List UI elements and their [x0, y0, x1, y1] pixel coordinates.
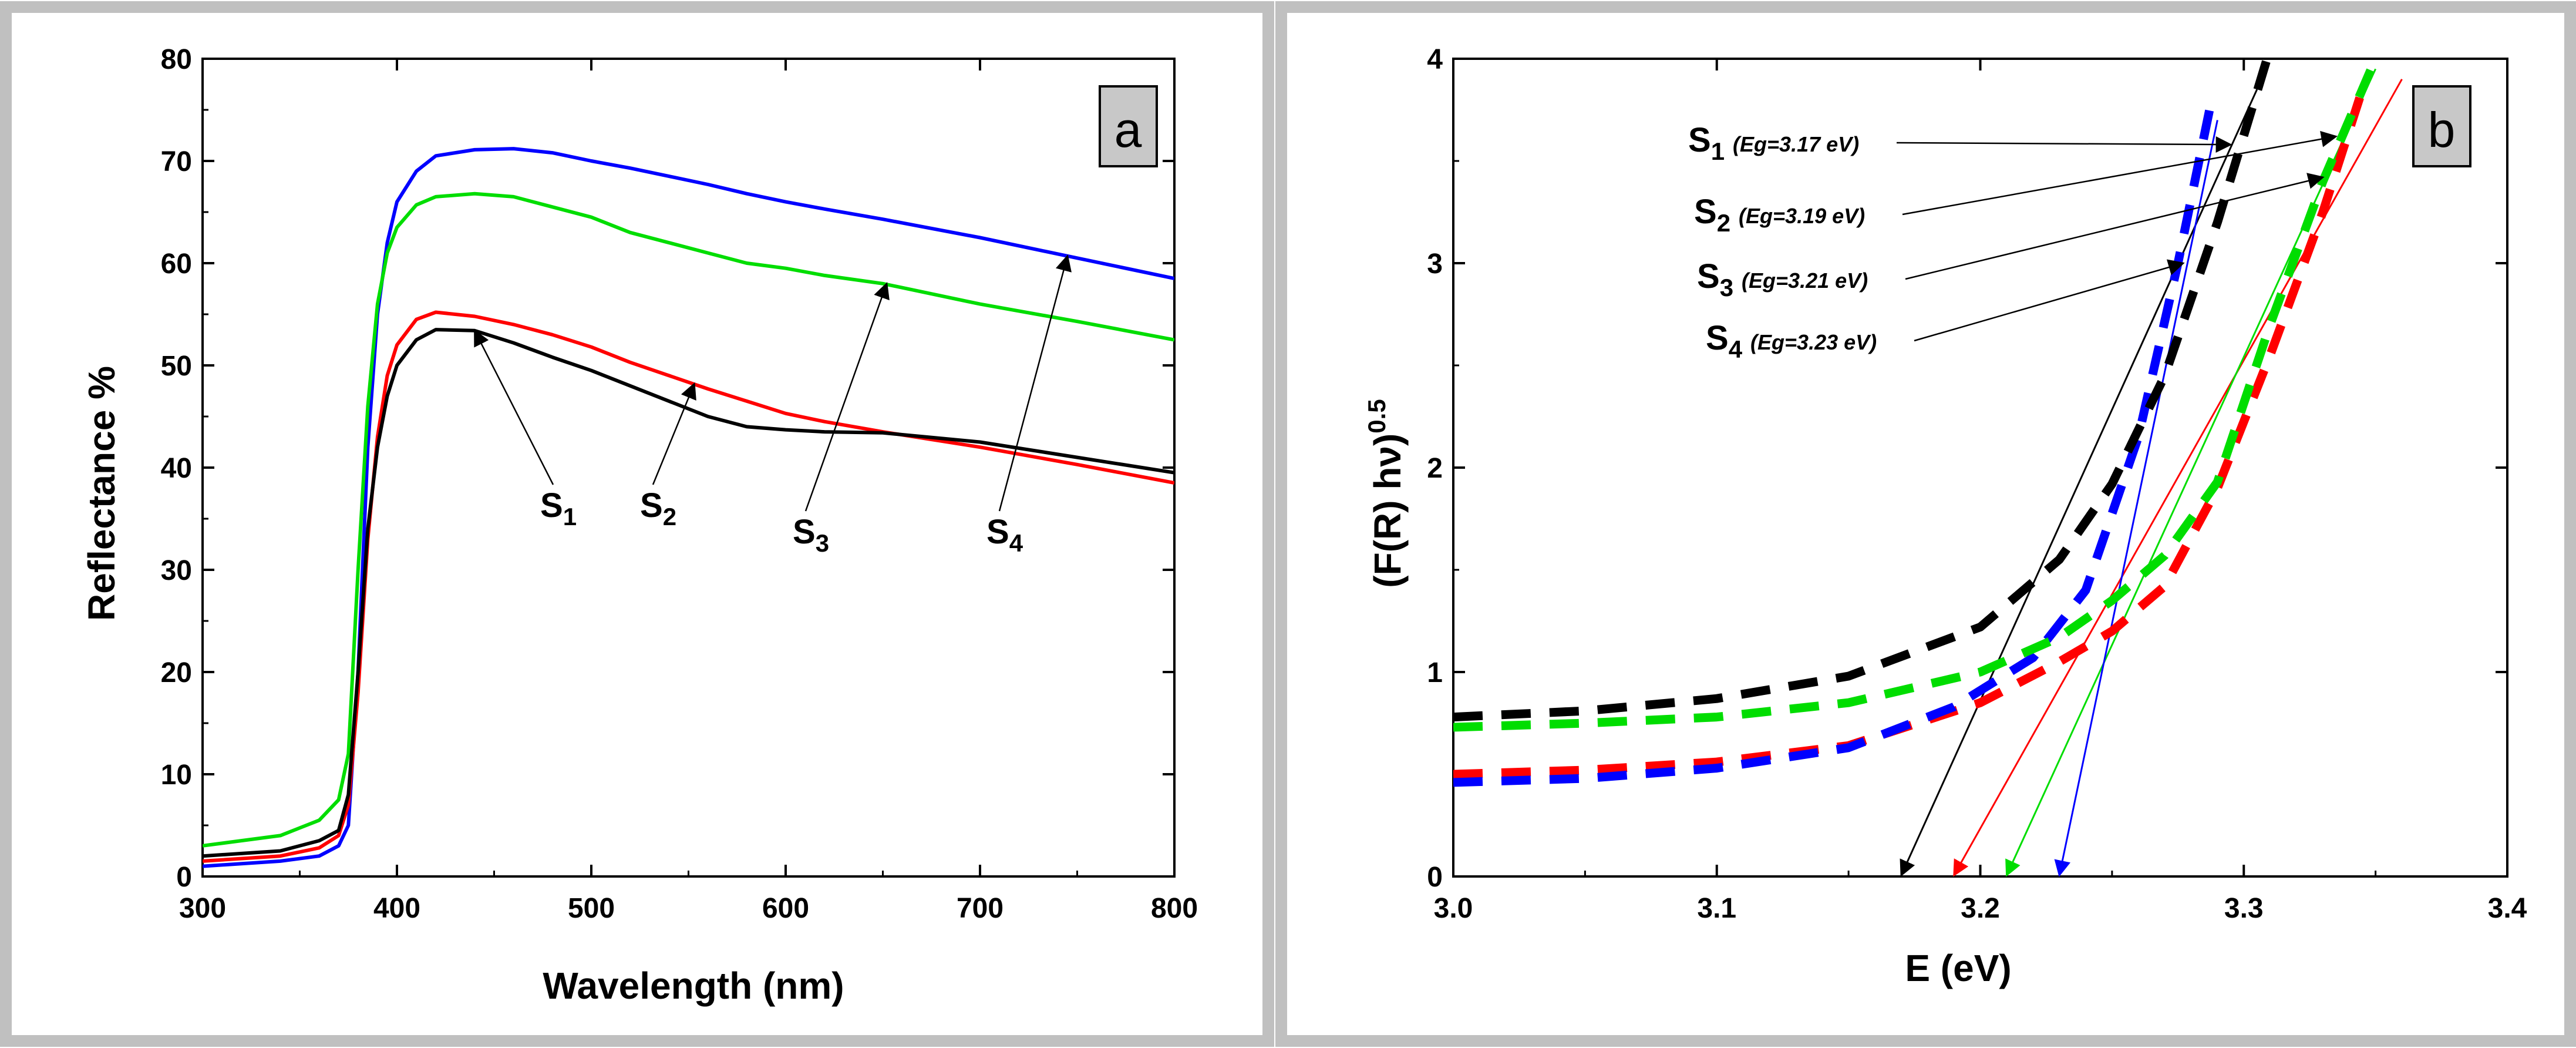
panel-a-y-tick-label: 40	[161, 453, 192, 484]
panel-b-label: b	[2428, 102, 2456, 157]
panel-a-x-tick-label: 600	[762, 893, 809, 924]
panel-a-label-s1-main: S	[540, 486, 563, 525]
panel-b-tangent-s1	[1900, 89, 2258, 877]
panel-b-arrow-s2	[1902, 130, 2338, 216]
panel-b-y-tick-label: 0	[1427, 862, 1443, 893]
panel-a-label-s2: S2	[640, 486, 676, 530]
panel-b-label-s2: S2 (Eg=3.19 eV)	[1694, 193, 1865, 237]
panel-b-label-s4-note: (Eg=3.23 eV)	[1750, 330, 1877, 354]
panel-a-arrow-s3	[804, 282, 890, 512]
panel-b-x-tick-label: 3.4	[2488, 893, 2527, 924]
panel-b-x-axis-label: E (eV)	[1905, 947, 2011, 989]
panel-b-x-tick-label: 3.2	[1961, 893, 2000, 924]
panel-b-y-axis-label: (F(R) hν)0.5	[1363, 399, 1409, 587]
panel-a-x-tick-label: 800	[1151, 893, 1198, 924]
panel-a-label-s4-main: S	[986, 513, 1009, 551]
panel-b-label-s1-note: (Eg=3.17 eV)	[1733, 132, 1859, 156]
panel-a-label-s1: S1	[540, 486, 577, 530]
panel-a-y-tick-label: 80	[161, 44, 192, 75]
panel-a-x-tick-label: 500	[568, 893, 615, 924]
panel-a-y-tick-label: 10	[161, 760, 192, 791]
panel-b-y-tick-label: 3	[1427, 248, 1443, 280]
panel-b-y-axis-label-main: (F(R) hν)	[1366, 434, 1409, 588]
panel-b-label-box	[2412, 85, 2471, 167]
panel-a-label-s3-sub: 3	[816, 529, 829, 557]
panel-b-frame	[1275, 1, 2576, 1047]
panel-a-y-tick-label: 20	[161, 657, 192, 688]
panel-b-series-s2	[1453, 88, 2367, 779]
panel-b-series-s4	[1453, 109, 2214, 787]
panel-a-y-tick-label: 60	[161, 248, 192, 280]
panel-a-y-tick-label: 30	[161, 555, 192, 586]
panel-b-label-s3-sub: 3	[1720, 274, 1733, 301]
panel-b-label-s1-sub: 1	[1711, 137, 1725, 165]
panel-b-label-s2-note: (Eg=3.19 eV)	[1739, 204, 1865, 228]
panel-b-label-s3-main: S	[1697, 257, 1720, 295]
panel-b-label-s4-main: S	[1706, 319, 1729, 357]
panel-b-plot-frame	[1452, 58, 2508, 878]
panel-a-label-box	[1099, 85, 1158, 167]
panel-a-x-axis-label: Wavelength (nm)	[543, 965, 844, 1007]
panel-a-y-tick-label: 50	[161, 351, 192, 382]
panel-a-series-s3	[203, 192, 1174, 848]
panel-b-label-s2-sub: 2	[1717, 209, 1730, 237]
panel-b-tangent-s2	[1953, 79, 2403, 877]
panel-b-label-s4-sub: 4	[1729, 335, 1743, 363]
panel-b-y-tick-label: 2	[1427, 453, 1443, 484]
panel-b-arrow-s4	[1914, 259, 2185, 342]
panel-a-frame	[0, 1, 1274, 1047]
panel-a-arrow-s4	[998, 254, 1072, 512]
panel-b-arrow-s3	[1905, 173, 2325, 280]
panel-a-label-s2-main: S	[640, 486, 663, 525]
panel-a-y-tick-label: 0	[176, 862, 192, 893]
panel-b-x-tick-label: 3.0	[1434, 893, 1473, 924]
panel-b-label-s4: S4 (Eg=3.23 eV)	[1706, 319, 1877, 363]
panel-b-series-s3	[1453, 59, 2380, 732]
panel-b-y-tick-label: 4	[1427, 44, 1443, 75]
panel-b-tangent-s3	[2005, 68, 2376, 877]
panel-b-label-s2-main: S	[1694, 193, 1717, 231]
panel-a-arrow-s1	[474, 329, 554, 485]
panel-a-label-s4-sub: 4	[1009, 529, 1023, 557]
panel-b-series-s1	[1453, 59, 2272, 722]
panel-b-label-s1: S1 (Eg=3.17 eV)	[1688, 121, 1859, 165]
panel-a-label-s1-sub: 1	[563, 503, 577, 530]
panel-a-x-tick-label: 400	[373, 893, 420, 924]
panel-a-y-tick-label: 70	[161, 146, 192, 177]
panel-b-label-s3-note: (Eg=3.21 eV)	[1742, 268, 1868, 293]
panel-a-arrow-s2	[652, 382, 696, 485]
panel-a-series-s1	[203, 328, 1174, 858]
panel-b-label-s3: S3 (Eg=3.21 eV)	[1697, 257, 1868, 301]
panel-a-label-s4: S4	[986, 513, 1023, 557]
panel-a-label: a	[1114, 102, 1142, 157]
panel-b-label-s1-main: S	[1688, 121, 1711, 159]
panel-b-arrow-s1	[1896, 136, 2232, 153]
panel-b-y-tick-label: 1	[1427, 657, 1443, 688]
panel-a-label-s2-sub: 2	[663, 503, 676, 530]
panel-a-x-tick-label: 700	[957, 893, 1004, 924]
panel-a-label-s3: S3	[793, 513, 829, 557]
panel-b-tangent-s4	[2054, 120, 2218, 877]
panel-b-y-axis-label-sup: 0.5	[1363, 399, 1390, 433]
panel-b-x-tick-label: 3.1	[1697, 893, 1736, 924]
panel-b-x-tick-label: 3.3	[2224, 893, 2264, 924]
panel-a-x-tick-label: 300	[179, 893, 226, 924]
panel-a-y-axis-label: Reflectance %	[80, 366, 123, 621]
panel-a-label-s3-main: S	[793, 513, 816, 551]
